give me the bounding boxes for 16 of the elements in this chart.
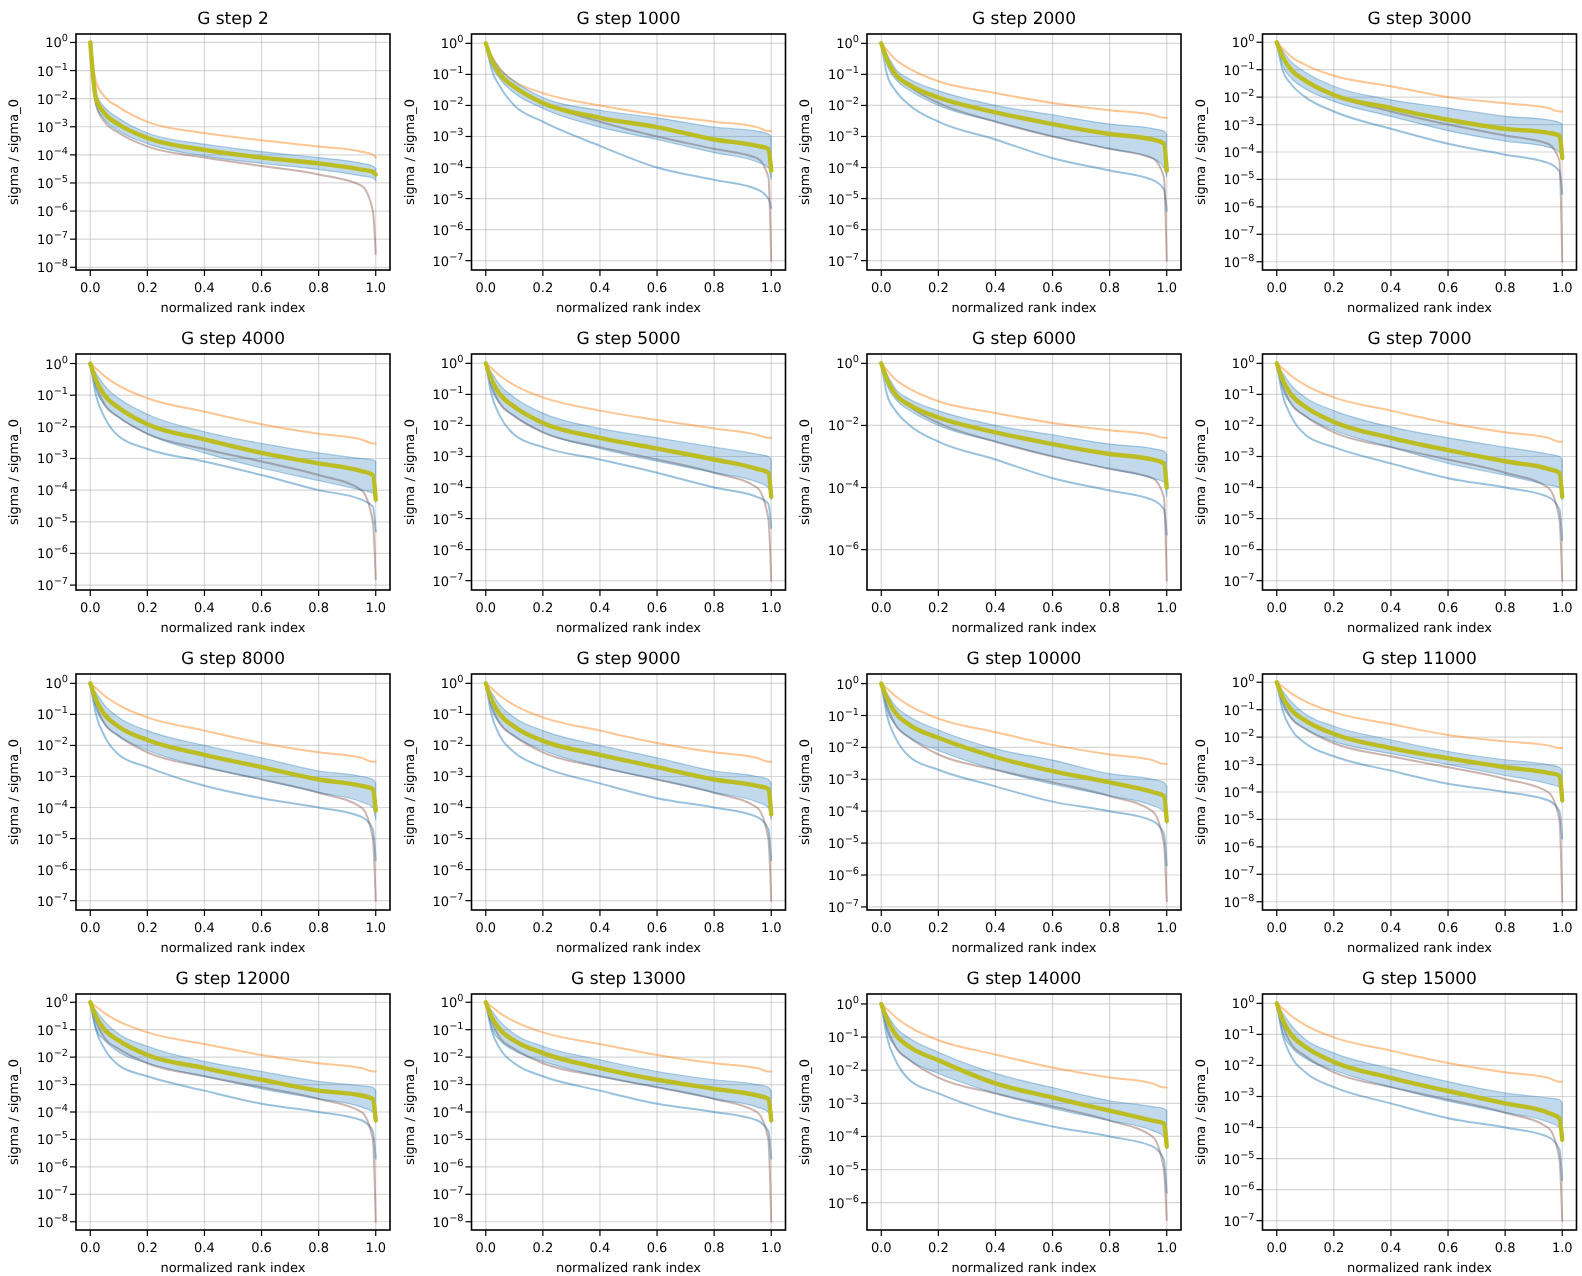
chart-title: G step 11000 [1362, 650, 1477, 670]
chart-title: G step 7000 [1367, 330, 1472, 350]
chart-title: G step 3000 [1367, 10, 1472, 30]
chart-title: G step 2000 [971, 10, 1077, 30]
chart-title: G step 13000 [571, 970, 686, 990]
chart-title: G step 5000 [576, 330, 681, 350]
chart-title: G step 12000 [175, 970, 291, 990]
chart-title: G step 8000 [180, 650, 286, 670]
chart-title: G step 10000 [966, 650, 1082, 670]
chart-title: G step 4000 [180, 330, 286, 350]
chart-title: G step 1000 [576, 10, 681, 30]
chart-title: G step 15000 [1362, 970, 1477, 990]
chart-title: G step 9000 [576, 650, 681, 670]
chart-title: G step 2 [197, 10, 269, 30]
chart-title: G step 14000 [966, 970, 1082, 990]
chart-title: G step 6000 [971, 330, 1077, 350]
